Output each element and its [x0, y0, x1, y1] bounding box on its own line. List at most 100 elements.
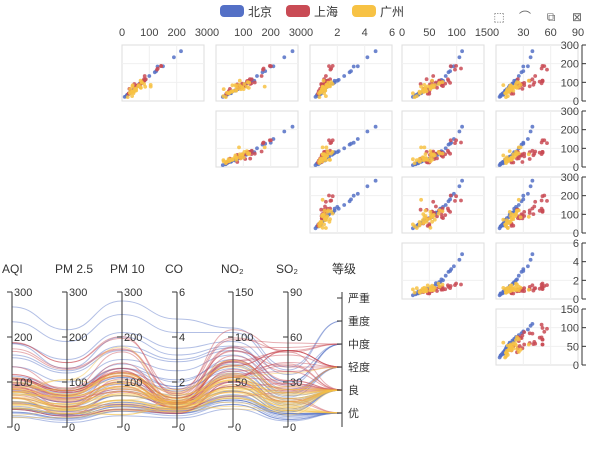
y-tick-label: 6 [573, 238, 579, 250]
x-tick-label: 0 [307, 27, 313, 39]
scatter-point [142, 74, 147, 78]
scatter-point [498, 353, 503, 358]
scatter-point [454, 64, 458, 68]
scatter-point [443, 273, 448, 278]
y-tick-label: 50 [567, 341, 579, 353]
scatter-point [521, 141, 526, 146]
scatter-point [516, 284, 521, 289]
scatter-point [507, 289, 512, 293]
scatter-point [320, 197, 325, 202]
scatter-point [437, 284, 442, 289]
scatter-point [516, 74, 521, 78]
scatter-point [513, 214, 517, 219]
brush-lasso-icon[interactable]: ⌒ [518, 10, 531, 24]
scatter-point [242, 82, 247, 86]
scatter-point [515, 277, 519, 282]
scatter-point [319, 214, 324, 218]
scatter-point [428, 86, 433, 91]
scatter-point [459, 66, 463, 71]
scatter-point [248, 156, 253, 161]
scatter-point [424, 89, 429, 94]
legend-item[interactable]: 上海 [286, 2, 338, 20]
scatter-point [355, 137, 360, 141]
scatter-point [326, 151, 331, 156]
legend-item[interactable]: 北京 [220, 2, 272, 20]
scatter-point [516, 80, 521, 85]
scatter-point [428, 225, 433, 230]
scatter-point [498, 161, 503, 166]
scatter-point [511, 91, 516, 96]
toolbox: ⬚ ⌒ ⧉ ⊠ [492, 10, 584, 24]
scatter-point [430, 219, 434, 224]
scatter-point [342, 203, 347, 207]
scatter-point [528, 257, 533, 262]
scatter-point [259, 74, 264, 78]
scatter-point [148, 83, 153, 87]
scatter-point [246, 86, 251, 90]
parallel-tick-label: 100 [235, 332, 253, 344]
legend-item[interactable]: 广州 [352, 2, 404, 20]
scatter-point [349, 141, 353, 146]
x-tick-label: 0 [399, 27, 405, 39]
scatter-point [448, 193, 453, 198]
scatter-point [527, 211, 532, 215]
scatter-point [329, 66, 334, 71]
parallel-tick-label: 300 [69, 287, 87, 299]
scatter-point [498, 292, 503, 297]
scatter-point [282, 55, 287, 60]
parallel-tick-label: 30 [290, 377, 302, 389]
scatter-point [516, 273, 521, 278]
scatter-point [230, 83, 235, 88]
scatter-point [515, 347, 519, 351]
scatter-point [418, 222, 422, 226]
scatter-point [443, 146, 448, 151]
scatter-panel [401, 44, 485, 102]
scatter-point [528, 323, 533, 328]
scatter-point [528, 129, 533, 134]
scatter-point [521, 197, 526, 202]
scatter-point [327, 157, 332, 162]
scatter-point [540, 326, 545, 330]
scatter-point [520, 152, 525, 157]
x-tick-label: 0 [119, 27, 125, 39]
scatter-point [510, 216, 515, 221]
scatter-point [131, 89, 135, 94]
scatter-point [423, 208, 428, 213]
scatter-point [322, 222, 326, 227]
scatter-point [223, 95, 228, 99]
scatter-point [255, 146, 259, 151]
scatter-point [439, 287, 444, 292]
scatter-point [527, 157, 532, 161]
scatter-point [125, 95, 130, 99]
scatter-point [498, 224, 503, 229]
scatter-point [545, 67, 549, 72]
brush-rect-icon[interactable]: ⬚ [493, 10, 505, 24]
scatter-point [319, 89, 324, 94]
scatter-point [319, 219, 324, 224]
scatter-point [516, 197, 521, 202]
scatter-point [448, 138, 453, 143]
scatter-point [530, 206, 535, 211]
scatter-point [255, 74, 259, 78]
scatter-point [323, 204, 327, 209]
scatter-point [542, 64, 547, 68]
scatter-point [454, 194, 458, 199]
brush-keep-icon[interactable]: ⧉ [546, 10, 556, 24]
scatter-point [431, 74, 436, 78]
scatter-point [516, 337, 521, 342]
scatter-point [365, 129, 370, 134]
scatter-point [510, 286, 515, 291]
scatter-point [435, 214, 439, 219]
scatter-point [282, 129, 287, 134]
scatter-point [520, 160, 525, 164]
grade-label: 轻度 [348, 360, 370, 374]
scatter-point [526, 342, 531, 347]
parallel-tick-label: 6 [179, 287, 185, 299]
scatter-point [459, 198, 463, 203]
brush-clear-icon[interactable]: ⊠ [571, 10, 583, 24]
scatter-point [319, 207, 324, 212]
scatter-point [235, 155, 240, 160]
scatter-point [454, 138, 458, 143]
scatter-point [228, 87, 232, 91]
